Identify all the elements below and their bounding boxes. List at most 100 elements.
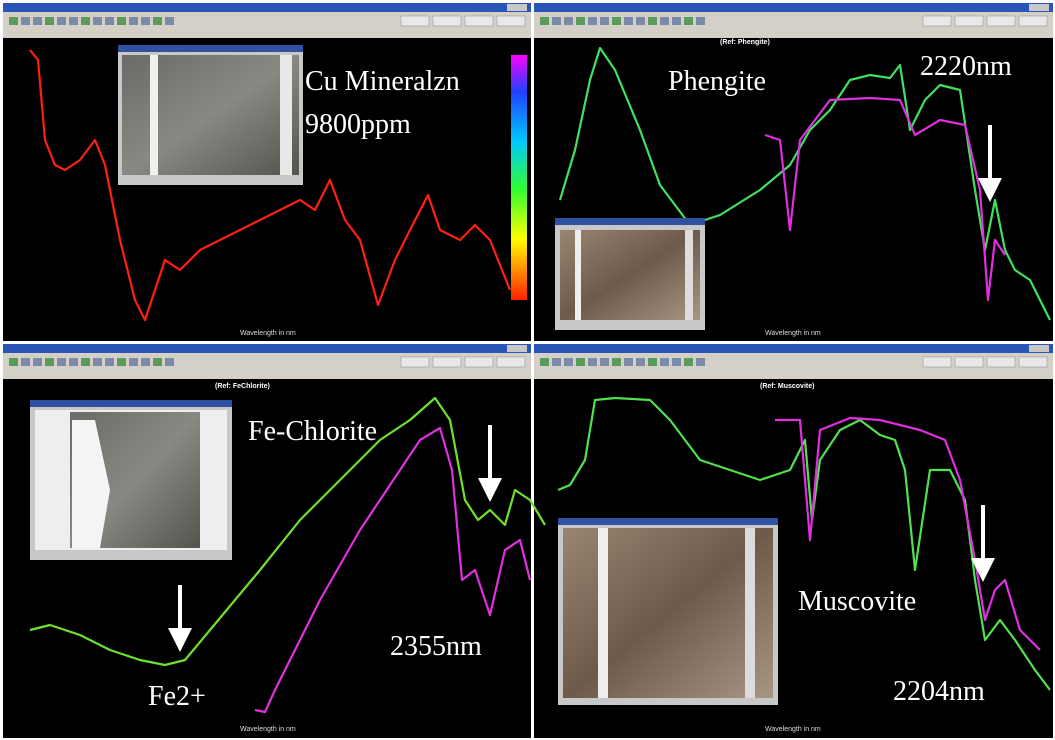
toolbar-icon bbox=[57, 17, 66, 25]
toolbar-button[interactable] bbox=[1018, 15, 1048, 27]
toolbar-icon bbox=[696, 17, 705, 25]
toolbar-icon bbox=[81, 17, 90, 25]
toolbar-icon bbox=[588, 358, 597, 366]
toolbar-icon bbox=[672, 17, 681, 25]
window-controls bbox=[507, 345, 527, 352]
toolbar-icon bbox=[660, 17, 669, 25]
toolbar-icon bbox=[564, 17, 573, 25]
toolbar-icon bbox=[660, 358, 669, 366]
reference-curve bbox=[775, 416, 1041, 651]
toolbar-button[interactable] bbox=[954, 15, 984, 27]
annotation: Fe-Chlorite bbox=[248, 416, 377, 447]
toolbar-icon bbox=[105, 17, 114, 25]
window-controls bbox=[507, 4, 527, 11]
toolbar-icon bbox=[105, 358, 114, 366]
toolbar-icon bbox=[57, 358, 66, 366]
toolbar-icon bbox=[117, 17, 126, 25]
annotation: 2355nm bbox=[390, 631, 482, 662]
axis-title: Wavelength in nm bbox=[240, 330, 296, 337]
core-image-window bbox=[30, 400, 232, 560]
toolbar-button[interactable] bbox=[922, 15, 952, 27]
core-image-window bbox=[118, 45, 303, 185]
toolbar-icon bbox=[81, 358, 90, 366]
toolbar-icon bbox=[624, 17, 633, 25]
spectrum-curve bbox=[557, 396, 1051, 691]
toolbar-icon bbox=[69, 17, 78, 25]
toolbar-icon bbox=[552, 17, 561, 25]
toolbar-icon bbox=[696, 358, 705, 366]
toolbar-button[interactable] bbox=[496, 15, 526, 27]
toolbar-icon bbox=[648, 358, 657, 366]
annotation: Fe2+ bbox=[148, 681, 206, 712]
toolbar-button[interactable] bbox=[400, 15, 430, 27]
toolbar-button[interactable] bbox=[954, 356, 984, 368]
core-image-window bbox=[555, 218, 705, 330]
toolbar-icon bbox=[576, 17, 585, 25]
window-controls bbox=[1029, 4, 1049, 11]
toolbar-icon bbox=[684, 358, 693, 366]
toolbar-icon bbox=[540, 17, 549, 25]
plot-header: (Ref: Muscovite) bbox=[760, 383, 814, 390]
toolbar-icon bbox=[588, 17, 597, 25]
toolbar-icon bbox=[540, 358, 549, 366]
toolbar-button[interactable] bbox=[986, 356, 1016, 368]
toolbar-icon bbox=[600, 358, 609, 366]
toolbar-button[interactable] bbox=[464, 356, 494, 368]
toolbar-icon bbox=[684, 17, 693, 25]
toolbar-button[interactable] bbox=[400, 356, 430, 368]
toolbar-icon bbox=[153, 358, 162, 366]
toolbar-button[interactable] bbox=[432, 356, 462, 368]
annotation: Cu Mineralzn bbox=[305, 66, 460, 97]
toolbar-icon bbox=[552, 358, 561, 366]
annotation: 2220nm bbox=[920, 51, 1012, 82]
toolbar-icon bbox=[612, 17, 621, 25]
toolbar-button[interactable] bbox=[1018, 356, 1048, 368]
plot-header: (Ref: FeChlorite) bbox=[215, 383, 270, 390]
toolbar-icon bbox=[45, 17, 54, 25]
toolbar-icon bbox=[21, 17, 30, 25]
toolbar-icon bbox=[9, 17, 18, 25]
window-controls bbox=[1029, 345, 1049, 352]
toolbar-icon bbox=[141, 358, 150, 366]
spectrum-curve bbox=[29, 396, 546, 667]
axis-title: Wavelength in nm bbox=[240, 726, 296, 733]
toolbar-icon bbox=[636, 17, 645, 25]
color-bar bbox=[511, 55, 527, 300]
toolbar-button[interactable] bbox=[986, 15, 1016, 27]
toolbar-button[interactable] bbox=[464, 15, 494, 27]
toolbar-button[interactable] bbox=[922, 356, 952, 368]
toolbar-button[interactable] bbox=[432, 15, 462, 27]
spectrum-curve bbox=[29, 49, 512, 322]
annotation: 9800ppm bbox=[305, 109, 411, 140]
toolbar-icon bbox=[45, 358, 54, 366]
toolbar-icon bbox=[69, 358, 78, 366]
toolbar-icon bbox=[33, 17, 42, 25]
toolbar-icon bbox=[33, 358, 42, 366]
toolbar-icon bbox=[153, 17, 162, 25]
title-bar bbox=[3, 3, 531, 12]
axis-title: Wavelength in nm bbox=[765, 726, 821, 733]
toolbar-icon bbox=[129, 358, 138, 366]
toolbar-icon bbox=[564, 358, 573, 366]
spectrum-curve bbox=[558, 46, 1051, 321]
title-bar bbox=[3, 344, 531, 353]
toolbar-icon bbox=[9, 358, 18, 366]
title-bar bbox=[534, 3, 1053, 12]
toolbar-icon bbox=[93, 17, 102, 25]
toolbar-icon bbox=[648, 17, 657, 25]
annotation: 2204nm bbox=[893, 676, 985, 707]
toolbar-icon bbox=[129, 17, 138, 25]
annotation: Phengite bbox=[668, 66, 766, 97]
toolbar-icon bbox=[672, 358, 681, 366]
reference-curve bbox=[764, 96, 1006, 302]
toolbar-button[interactable] bbox=[496, 356, 526, 368]
core-image-window bbox=[558, 518, 778, 705]
toolbar-icon bbox=[165, 17, 174, 25]
toolbar-icon bbox=[117, 358, 126, 366]
toolbar-icon bbox=[624, 358, 633, 366]
annotation: Muscovite bbox=[798, 586, 916, 617]
toolbar-icon bbox=[600, 17, 609, 25]
toolbar-icon bbox=[21, 358, 30, 366]
axis-title: Wavelength in nm bbox=[765, 330, 821, 337]
